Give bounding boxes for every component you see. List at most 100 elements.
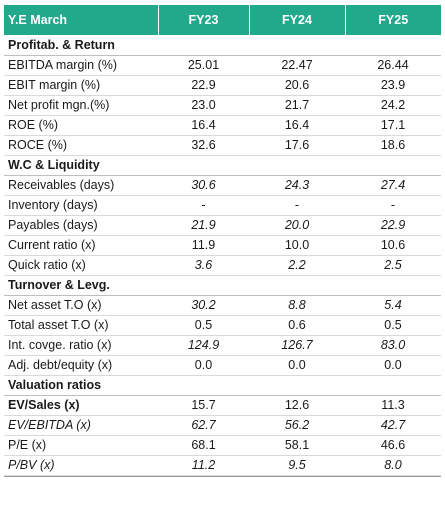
cell-fy25: 42.7 — [345, 415, 441, 436]
table-row: Int. covge. ratio (x) 124.9 126.7 83.0 — [4, 335, 441, 356]
table-row: EBIT margin (%) 22.9 20.6 23.9 — [4, 75, 441, 96]
cell-fy24: 24.3 — [249, 175, 345, 196]
section-header-row: Valuation ratios — [4, 375, 441, 396]
cell-fy23: 32.6 — [158, 135, 249, 156]
row-label: Inventory (days) — [4, 195, 158, 216]
cell-fy25: 11.3 — [345, 395, 441, 416]
cell-fy24: 20.0 — [249, 215, 345, 236]
section-header-row: W.C & Liquidity — [4, 155, 441, 176]
cell-fy25: 0.0 — [345, 355, 441, 376]
table-header: Y.E March FY23 FY24 FY25 — [4, 5, 441, 35]
cell-fy24: 9.5 — [249, 455, 345, 476]
cell-fy23: 68.1 — [158, 435, 249, 456]
header-fy24: FY24 — [248, 5, 345, 35]
table-row: Payables (days) 21.9 20.0 22.9 — [4, 215, 441, 236]
table-row: Net asset T.O (x) 30.2 8.8 5.4 — [4, 295, 441, 316]
cell-fy23: 124.9 — [158, 335, 249, 356]
row-label: P/E (x) — [4, 435, 158, 456]
row-label: Quick ratio (x) — [4, 255, 158, 276]
cell-fy25: 46.6 — [345, 435, 441, 456]
cell-fy24: 17.6 — [249, 135, 345, 156]
table-row: EV/Sales (x) 15.7 12.6 11.3 — [4, 395, 441, 416]
cell-fy24: 126.7 — [249, 335, 345, 356]
cell-fy25: 24.2 — [345, 95, 441, 116]
cell-fy24: 21.7 — [249, 95, 345, 116]
cell-fy23: 21.9 — [158, 215, 249, 236]
cell-fy23: 25.01 — [158, 55, 249, 76]
cell-fy23: 22.9 — [158, 75, 249, 96]
cell-fy23: - — [158, 195, 249, 216]
cell-fy24: 2.2 — [249, 255, 345, 276]
cell-fy25: 10.6 — [345, 235, 441, 256]
cell-fy24: 58.1 — [249, 435, 345, 456]
cell-fy25: 83.0 — [345, 335, 441, 356]
row-label: P/BV (x) — [4, 455, 158, 476]
table-bottom-rule — [4, 475, 441, 477]
cell-fy25: 5.4 — [345, 295, 441, 316]
cell-fy25: 23.9 — [345, 75, 441, 96]
cell-fy23: 11.2 — [158, 455, 249, 476]
table-row: ROCE (%) 32.6 17.6 18.6 — [4, 135, 441, 156]
row-label: ROCE (%) — [4, 135, 158, 156]
row-label: Total asset T.O (x) — [4, 315, 158, 336]
table-row: Net profit mgn.(%) 23.0 21.7 24.2 — [4, 95, 441, 116]
row-label: EBITDA margin (%) — [4, 55, 158, 76]
cell-fy24: 0.6 — [249, 315, 345, 336]
cell-fy23: 30.2 — [158, 295, 249, 316]
cell-fy24: 56.2 — [249, 415, 345, 436]
cell-fy25: - — [345, 195, 441, 216]
row-label: Payables (days) — [4, 215, 158, 236]
header-fy25: FY25 — [344, 5, 441, 35]
header-year-end-label: Y.E March — [4, 5, 158, 35]
cell-fy25: 27.4 — [345, 175, 441, 196]
ratios-table-container: Y.E March FY23 FY24 FY25 Profitab. & Ret… — [4, 0, 441, 477]
cell-fy23: 3.6 — [158, 255, 249, 276]
cell-fy25: 0.5 — [345, 315, 441, 336]
cell-fy23: 16.4 — [158, 115, 249, 136]
row-label: Receivables (days) — [4, 175, 158, 196]
table-row: Quick ratio (x) 3.6 2.2 2.5 — [4, 255, 441, 276]
cell-fy24: 8.8 — [249, 295, 345, 316]
table-row: Current ratio (x) 11.9 10.0 10.6 — [4, 235, 441, 256]
table-row: P/BV (x) 11.2 9.5 8.0 — [4, 455, 441, 476]
header-row: Y.E March FY23 FY24 FY25 — [4, 5, 441, 35]
row-label: EBIT margin (%) — [4, 75, 158, 96]
table-row: Inventory (days) - - - — [4, 195, 441, 216]
cell-fy23: 15.7 — [158, 395, 249, 416]
financial-ratios-table: Y.E March FY23 FY24 FY25 Profitab. & Ret… — [4, 5, 441, 476]
cell-fy24: 0.0 — [249, 355, 345, 376]
cell-fy25: 18.6 — [345, 135, 441, 156]
cell-fy24: 20.6 — [249, 75, 345, 96]
row-label: ROE (%) — [4, 115, 158, 136]
cell-fy24: 12.6 — [249, 395, 345, 416]
section-header-row: Turnover & Levg. — [4, 275, 441, 296]
row-label: Int. covge. ratio (x) — [4, 335, 158, 356]
table-row: Receivables (days) 30.6 24.3 27.4 — [4, 175, 441, 196]
section-title: W.C & Liquidity — [4, 155, 441, 176]
section-header-row: Profitab. & Return — [4, 35, 441, 56]
cell-fy23: 23.0 — [158, 95, 249, 116]
table-row: EV/EBITDA (x) 62.7 56.2 42.7 — [4, 415, 441, 436]
cell-fy25: 2.5 — [345, 255, 441, 276]
row-label: EV/Sales (x) — [4, 395, 158, 416]
table-row: Total asset T.O (x) 0.5 0.6 0.5 — [4, 315, 441, 336]
cell-fy24: - — [249, 195, 345, 216]
cell-fy24: 10.0 — [249, 235, 345, 256]
row-label: Adj. debt/equity (x) — [4, 355, 158, 376]
cell-fy23: 0.0 — [158, 355, 249, 376]
cell-fy23: 62.7 — [158, 415, 249, 436]
row-label: Net asset T.O (x) — [4, 295, 158, 316]
cell-fy25: 26.44 — [345, 55, 441, 76]
cell-fy25: 8.0 — [345, 455, 441, 476]
cell-fy23: 11.9 — [158, 235, 249, 256]
row-label: Current ratio (x) — [4, 235, 158, 256]
section-title: Valuation ratios — [4, 375, 441, 396]
header-fy23: FY23 — [157, 5, 249, 35]
cell-fy25: 22.9 — [345, 215, 441, 236]
cell-fy23: 0.5 — [158, 315, 249, 336]
table-body: Profitab. & Return EBITDA margin (%) 25.01… — [4, 35, 441, 476]
section-title: Turnover & Levg. — [4, 275, 441, 296]
table-row: P/E (x) 68.1 58.1 46.6 — [4, 435, 441, 456]
section-title: Profitab. & Return — [4, 35, 441, 56]
row-label: EV/EBITDA (x) — [4, 415, 158, 436]
